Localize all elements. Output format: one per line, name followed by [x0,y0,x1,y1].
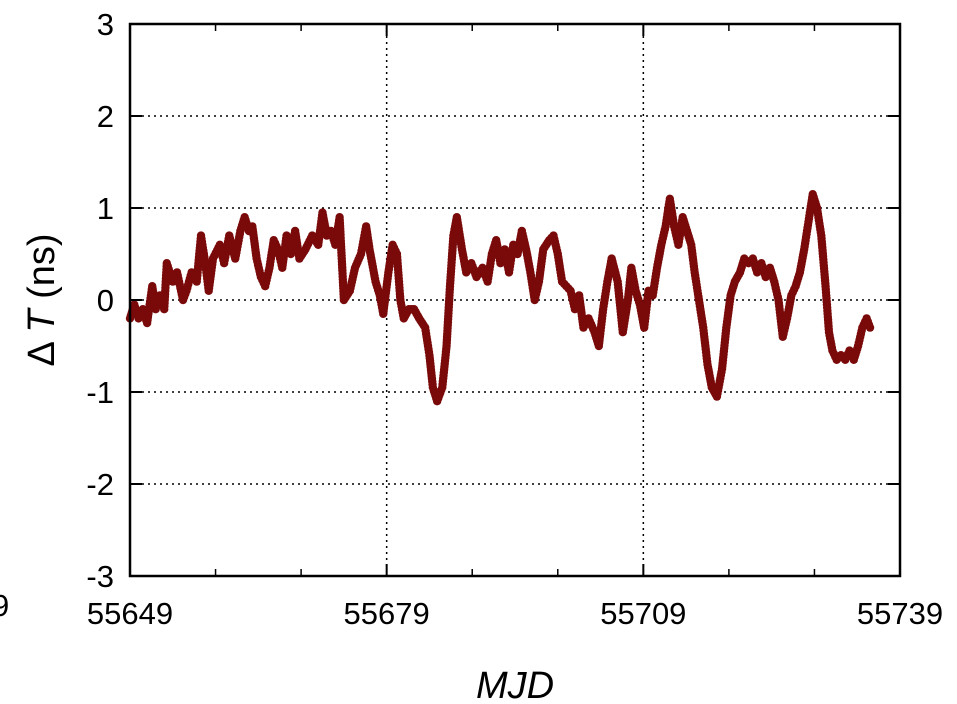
y-axis-title: Δ T (ns) [21,233,63,366]
data-series [125,190,875,406]
y-axis-title-unit: (ns) [21,233,63,298]
y-tick-label: -1 [86,375,114,410]
x-tick-label: 55709 [600,596,686,631]
y-axis-title-delta: Δ [21,342,63,367]
y-tick-label: 1 [97,191,114,226]
x-tick-label: 55649 [87,596,173,631]
y-tick-label: 2 [97,99,114,134]
y-tick-label: -3 [86,559,114,594]
y-tick-label: 0 [97,283,114,318]
tick-labels: -3 -2 -1 0 1 2 3 55649 55679 55709 55739 [86,7,943,631]
x-axis-title: MJD [476,665,554,704]
x-tick-label: 55679 [344,596,430,631]
y-tick-label: 3 [97,7,114,42]
x-tick-label: 55739 [857,596,943,631]
axis-ticks [129,23,901,577]
stray-cut-label: 9 [0,588,9,623]
data-point [865,323,875,332]
y-tick-label: -2 [86,467,114,502]
y-axis-title-symbol: T [21,307,63,333]
